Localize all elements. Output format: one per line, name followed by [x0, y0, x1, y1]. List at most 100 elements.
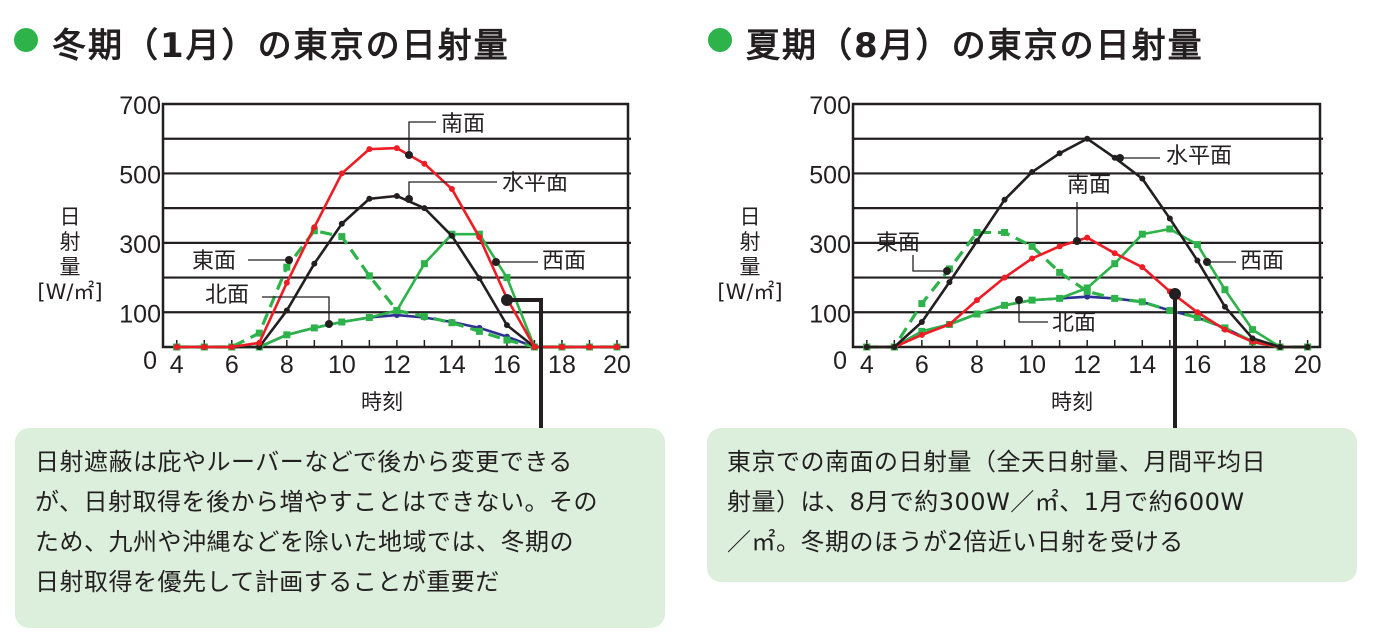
data-point [1028, 296, 1036, 304]
callout-line [507, 298, 543, 430]
y-tick-label: 700 [809, 92, 851, 120]
series-label-south: 南面 [441, 112, 485, 137]
data-point [255, 329, 263, 337]
data-point [1166, 307, 1174, 315]
y-tick-label: 100 [119, 300, 161, 328]
data-point [393, 145, 400, 152]
y-axis-label: [W/㎡] [717, 280, 782, 304]
winter-note-box: 日射遮蔽は庇やルーバーなどで後から変更できる が、日射取得を後から増やすことはで… [15, 428, 665, 628]
data-point [366, 195, 373, 202]
summer-heading-text: 夏期（8月）の東京の日射量 [746, 26, 1204, 66]
data-point [586, 344, 593, 350]
label-leader-line [1018, 300, 1048, 323]
data-point [1056, 268, 1064, 276]
note-line: ため、九州や沖縄などを除いた地域では、冬期の [35, 528, 574, 556]
data-point [283, 279, 290, 286]
data-point [365, 313, 373, 321]
label-anchor-dot [492, 258, 500, 266]
series-label-horizontal: 水平面 [502, 171, 568, 196]
y-tick-label: 0 [143, 347, 157, 375]
data-point [421, 160, 428, 167]
label-anchor-dot [405, 195, 413, 203]
data-point [1139, 264, 1146, 271]
data-point [1194, 257, 1201, 264]
y-axis-label: [W/㎡] [37, 280, 102, 304]
data-point [1083, 287, 1091, 295]
data-point [310, 227, 318, 235]
chart-summer: 0 100 300 500 700 4 6 8 10 12 14 16 18 20 時刻 日射量[W/㎡] 水平… [717, 92, 1323, 430]
data-point [918, 327, 926, 335]
data-point [448, 232, 455, 239]
data-point [973, 297, 980, 304]
chart-winter: 0 100 300 500 700 4 6 8 10 12 14 16 18 20 時刻 日射量[W/㎡] 南面… [37, 92, 631, 430]
winter-heading-text: 冬期（1月）の東京の日射量 [52, 26, 510, 66]
x-tick-label: 18 [1239, 351, 1267, 379]
data-point [1166, 225, 1174, 233]
data-point [1001, 301, 1009, 309]
data-point [946, 321, 953, 328]
data-point [338, 233, 346, 241]
y-axis-label: 射 [60, 230, 81, 254]
note-line: が、日射取得を後から増やすことはできない。その [35, 488, 599, 516]
note-line: ／㎡。冬期のほうが2倍近い日射を受ける [727, 528, 1184, 556]
x-tick-label: 6 [915, 351, 929, 379]
series-label-south: 南面 [1067, 173, 1111, 198]
data-point [420, 260, 428, 268]
data-point [1029, 169, 1036, 176]
data-point [1221, 286, 1229, 294]
series-horizontal [863, 135, 1311, 350]
y-axis-label: 量 [740, 255, 761, 279]
data-point [613, 344, 620, 350]
data-point [1084, 135, 1091, 142]
y-tick-label: 500 [119, 161, 161, 189]
x-tick-label: 8 [970, 351, 984, 379]
data-point [863, 344, 870, 350]
data-point [173, 344, 180, 350]
x-tick-label: 8 [280, 351, 294, 379]
data-point [946, 279, 953, 286]
series-label-east: 東面 [192, 249, 236, 274]
y-tick-label: 700 [119, 92, 161, 120]
x-tick-label: 4 [170, 351, 184, 379]
data-point [476, 234, 483, 241]
winter-heading: 冬期（1月）の東京の日射量 [14, 18, 510, 67]
data-point [918, 331, 925, 338]
data-point [365, 272, 373, 280]
data-point [311, 260, 318, 267]
data-point [393, 307, 401, 315]
data-point [1056, 150, 1063, 157]
x-tick-label: 12 [383, 351, 411, 379]
plot-frame [161, 102, 630, 349]
data-point [973, 238, 980, 245]
data-point [1056, 243, 1063, 250]
data-point [338, 170, 345, 177]
x-tick-label: 6 [225, 351, 239, 379]
label-anchor-dot [325, 320, 333, 328]
y-tick-label: 0 [833, 347, 847, 375]
note-line: 日射遮蔽は庇やルーバーなどで後から変更できる [35, 448, 573, 476]
data-point [311, 224, 318, 231]
data-point [973, 310, 981, 318]
data-point [918, 300, 926, 308]
bullet-icon [14, 27, 38, 52]
y-tick-label: 500 [809, 161, 851, 189]
x-tick-label: 20 [1294, 351, 1322, 379]
y-axis-label: 射 [740, 230, 761, 254]
summer-note-box: 東京での南面の日射量（全天日射量、月間平均日 射量）は、8月で約300W／㎡、1… [707, 428, 1357, 582]
data-point [1139, 175, 1146, 182]
series-label-horizontal: 水平面 [1166, 144, 1232, 169]
data-point [1056, 294, 1064, 302]
summer-heading: 夏期（8月）の東京の日射量 [708, 18, 1204, 67]
data-point [1193, 241, 1201, 249]
label-leader-line [262, 296, 330, 324]
data-point [1248, 326, 1256, 334]
data-point [1193, 313, 1201, 321]
data-point [448, 319, 456, 327]
data-point [1138, 298, 1146, 306]
data-point [503, 322, 510, 329]
data-point [1111, 250, 1118, 257]
data-point [1111, 294, 1119, 302]
series-label-west: 西面 [542, 249, 586, 274]
data-point [1138, 230, 1146, 238]
